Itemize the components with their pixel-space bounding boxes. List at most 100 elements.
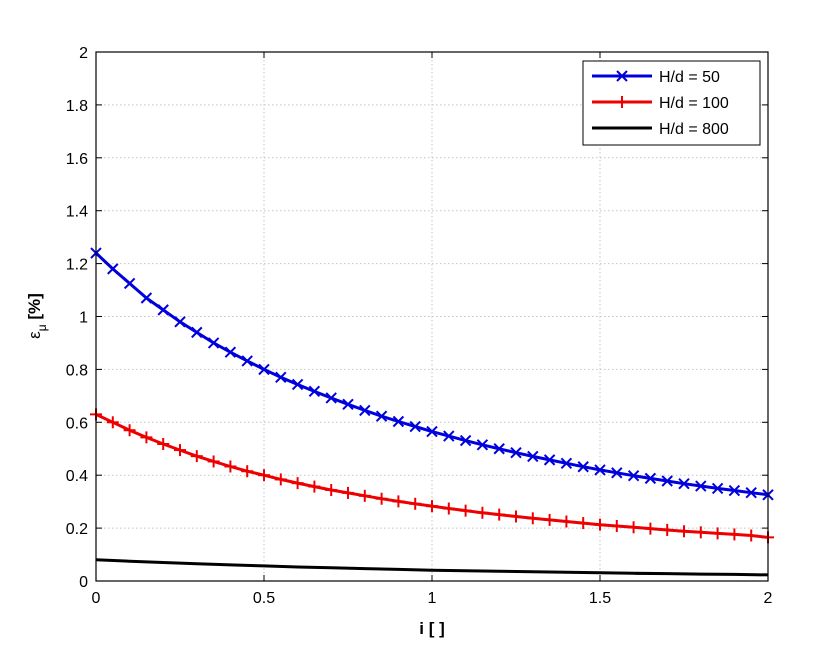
series-line (95, 558, 769, 577)
data-point (644, 472, 657, 485)
data-point (527, 450, 539, 463)
data-point (157, 304, 169, 316)
x-tick-label: 1.5 (589, 590, 611, 607)
data-point (291, 378, 304, 391)
marker-stroke (577, 461, 589, 473)
y-tick-label: 0.6 (66, 415, 88, 432)
data-point (123, 424, 136, 437)
data-point (510, 447, 522, 459)
data-point (308, 480, 321, 493)
data-point (611, 467, 623, 479)
data-point (644, 522, 657, 535)
data-point (291, 477, 304, 490)
marker-stroke (241, 355, 253, 367)
data-point (745, 486, 757, 499)
marker-stroke (745, 486, 757, 499)
marker-stroke (627, 470, 640, 482)
marker-stroke (157, 304, 169, 316)
marker-stroke (207, 337, 220, 349)
data-point (241, 465, 254, 478)
data-point (325, 484, 338, 497)
marker-stroke (123, 277, 136, 290)
marker-stroke (695, 480, 707, 492)
legend-entry-3: H/d = 800 (592, 121, 729, 138)
marker-stroke (459, 434, 472, 447)
data-point (728, 528, 741, 541)
legend-entry-1: H/d = 50 (592, 69, 720, 86)
data-point (661, 475, 673, 487)
data-point (728, 484, 741, 497)
data-point (476, 439, 489, 451)
marker-stroke (359, 404, 371, 417)
data-point (409, 420, 421, 433)
data-point (258, 469, 270, 482)
data-point (459, 504, 472, 517)
data-point (274, 473, 287, 486)
marker-stroke (174, 316, 186, 328)
data-point (258, 363, 270, 376)
marker-stroke (443, 430, 455, 442)
y-tick-label: 2 (79, 45, 88, 62)
y-axis-label-main: ε (25, 331, 44, 339)
marker-stroke (375, 410, 388, 422)
marker-stroke (291, 378, 304, 391)
x-tick-label: 0 (92, 590, 101, 607)
marker-stroke (560, 457, 573, 470)
data-point (577, 461, 589, 473)
data-point (275, 371, 287, 384)
legend-entry-2: H/d = 100 (592, 95, 729, 112)
data-point (510, 510, 522, 523)
data-point (224, 460, 237, 473)
data-point (140, 292, 153, 304)
data-point (526, 512, 539, 525)
data-point (459, 434, 472, 447)
data-point (359, 404, 371, 417)
series-layer (90, 247, 774, 577)
marker-stroke (611, 467, 623, 479)
x-tick-label: 1 (428, 590, 437, 607)
data-point (661, 523, 674, 536)
data-point (594, 464, 606, 476)
legend-marker (616, 96, 628, 108)
y-tick-label: 1.6 (66, 151, 88, 168)
y-axis-label-sub: μ (35, 324, 49, 331)
data-point (308, 385, 321, 398)
marker-stroke (594, 464, 606, 476)
data-point (543, 454, 556, 466)
legend-label: H/d = 100 (659, 95, 729, 112)
marker-stroke (527, 450, 539, 463)
data-point (745, 529, 758, 542)
data-point (543, 513, 556, 526)
legend: H/d = 50 H/d = 100 H/d = 800 (582, 60, 761, 146)
marker-stroke (409, 420, 421, 433)
data-point (123, 277, 136, 290)
marker-stroke (342, 398, 354, 411)
legend-label: H/d = 50 (659, 69, 720, 86)
data-point (711, 482, 724, 495)
data-point (476, 506, 489, 519)
data-point (107, 263, 119, 275)
y-tick-label: 0.4 (66, 468, 88, 485)
data-point (594, 518, 606, 531)
data-point (325, 392, 337, 404)
marker-stroke (275, 371, 287, 384)
marker-stroke (711, 482, 724, 495)
series-3 (95, 558, 769, 577)
data-point (560, 515, 573, 528)
legend-label: H/d = 800 (659, 121, 729, 138)
axis-ticks: 0 0.5 1 1.5 2 0 0.2 0.4 0.6 0.8 1 1.2 1.4 1.6 1.8 2 (66, 45, 773, 607)
data-point (678, 477, 690, 490)
data-point (342, 398, 354, 411)
data-point (493, 508, 506, 521)
data-point (342, 486, 354, 499)
data-point (358, 489, 371, 502)
y-tick-label: 1.2 (66, 257, 88, 274)
x-tick-label: 2 (764, 590, 773, 607)
y-tick-label: 0.8 (66, 362, 88, 379)
series-2 (90, 408, 774, 544)
x-tick-label: 0.5 (253, 590, 275, 607)
data-point (442, 502, 455, 515)
data-point (610, 519, 623, 532)
data-point (375, 492, 388, 505)
marker-stroke (107, 263, 119, 275)
